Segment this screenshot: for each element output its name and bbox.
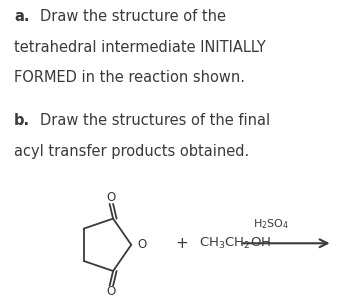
Text: acyl transfer products obtained.: acyl transfer products obtained.	[14, 144, 249, 159]
Text: b.: b.	[14, 113, 30, 128]
Text: Draw the structure of the: Draw the structure of the	[40, 9, 226, 24]
Text: a.: a.	[14, 9, 29, 24]
Text: FORMED in the reaction shown.: FORMED in the reaction shown.	[14, 70, 245, 85]
Text: O: O	[107, 285, 116, 298]
Text: H$_2$SO$_4$: H$_2$SO$_4$	[253, 217, 289, 231]
Text: O: O	[107, 191, 116, 204]
Text: CH$_3$CH$_2$OH: CH$_3$CH$_2$OH	[199, 236, 272, 251]
Text: O: O	[137, 238, 146, 251]
Text: tetrahedral intermediate INITIALLY: tetrahedral intermediate INITIALLY	[14, 40, 266, 55]
Text: Draw the structures of the final: Draw the structures of the final	[40, 113, 270, 128]
Text: +: +	[176, 236, 188, 251]
